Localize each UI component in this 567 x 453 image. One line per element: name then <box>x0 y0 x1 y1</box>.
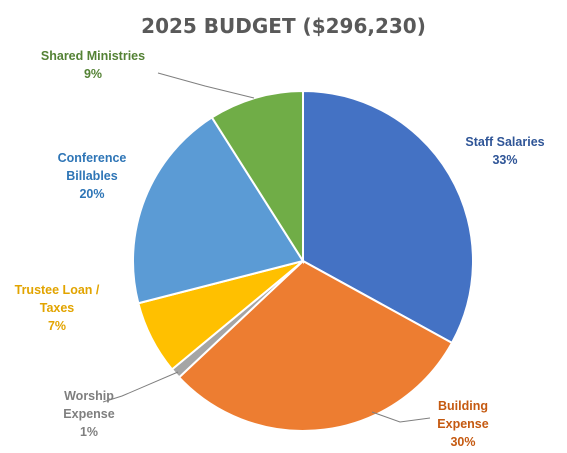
data-label-0: Staff Salaries 33% <box>465 135 544 167</box>
data-label-line: Expense <box>63 407 114 421</box>
data-label-line: 9% <box>84 67 102 81</box>
data-label-line: 7% <box>48 319 66 333</box>
data-label-line: 20% <box>79 187 104 201</box>
chart-title: 2025 BUDGET ($296,230) <box>141 14 426 38</box>
data-label-1: Building Expense 30% <box>437 399 488 449</box>
data-label-line: Taxes <box>40 301 75 315</box>
data-label-line: Building <box>438 399 488 413</box>
pie-slice-building-expense <box>177 259 454 432</box>
leader-line-5 <box>157 72 255 99</box>
data-label-line: Conference <box>58 151 127 165</box>
data-label-line: Worship <box>64 389 114 403</box>
leader-line-1 <box>371 411 431 423</box>
data-label-line: 1% <box>80 425 98 439</box>
data-label-2: Worship Expense 1% <box>63 389 114 439</box>
data-label-line: 30% <box>450 435 475 449</box>
pie-slice-staff-salaries <box>302 89 474 345</box>
pie-slice-shared-ministries <box>210 89 304 265</box>
data-label-3: Trustee Loan / Taxes 7% <box>15 283 100 333</box>
data-label-5: Shared Ministries 9% <box>41 49 145 81</box>
data-label-line: Staff Salaries <box>465 135 544 149</box>
leader-line-2 <box>102 371 179 403</box>
data-label-line: Billables <box>66 169 117 183</box>
data-label-line: Shared Ministries <box>41 49 145 63</box>
data-label-4: Conference Billables 20% <box>58 151 127 201</box>
data-label-line: 33% <box>492 153 517 167</box>
data-label-line: Trustee Loan / <box>15 283 100 297</box>
data-label-line: Expense <box>437 417 488 431</box>
pie-slice-conference-billables <box>131 116 305 305</box>
